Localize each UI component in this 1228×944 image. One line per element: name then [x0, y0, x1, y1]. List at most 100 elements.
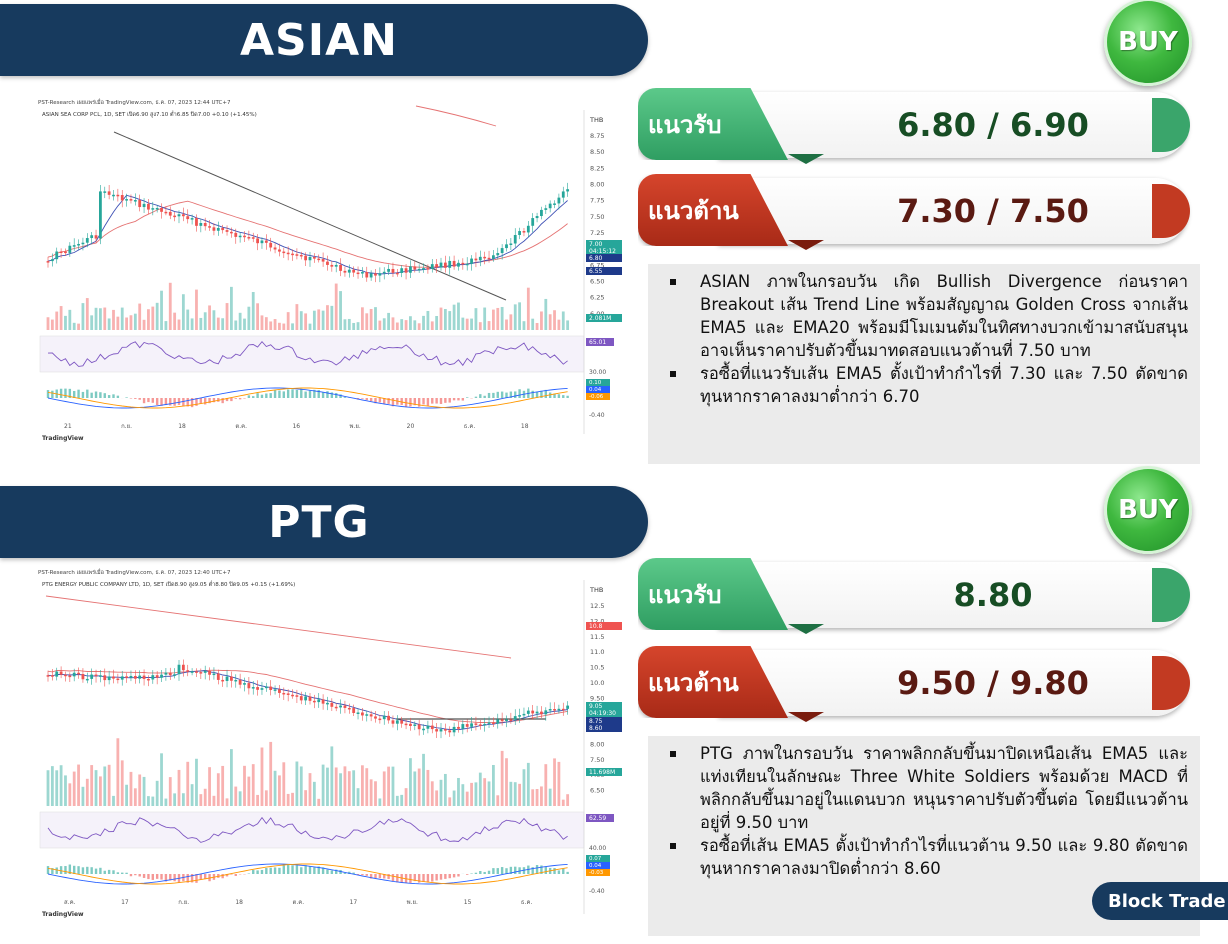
price-tick-label: 9.50	[590, 694, 604, 702]
candle-body	[382, 715, 386, 720]
volume-bar	[378, 320, 382, 330]
volume-bar	[409, 316, 412, 330]
rsi-low-label: 30.00	[589, 369, 606, 376]
candle-body	[68, 245, 72, 253]
candle-body	[321, 259, 325, 262]
macd-line	[47, 863, 568, 885]
candle-body	[500, 248, 504, 254]
candle-body	[120, 676, 124, 680]
volume-bar	[387, 312, 390, 330]
time-tick-label: 17	[121, 899, 129, 906]
volume-bar	[382, 318, 386, 330]
volume-bar	[505, 319, 508, 330]
volume-bar	[142, 776, 146, 806]
candle-body	[518, 715, 521, 717]
volume-bar	[208, 305, 211, 330]
macd-histogram-bar	[55, 867, 58, 874]
chart-legend: PTG ENERGY PUBLIC COMPANY LTD, 1D, SET เ…	[42, 580, 295, 588]
macd-histogram-bar	[46, 866, 50, 874]
macd-histogram-bar	[330, 392, 334, 398]
macd-histogram-bar	[417, 874, 421, 883]
candle-body	[291, 253, 294, 256]
buy-signal-badge: BUY	[1104, 0, 1192, 86]
volume-bar	[142, 319, 146, 330]
macd-histogram-bar	[391, 874, 395, 882]
macd-histogram-bar	[225, 874, 229, 877]
volume-bar	[160, 290, 163, 330]
candle-body	[430, 725, 434, 730]
volume-bar	[321, 310, 325, 330]
macd-histogram-bar	[457, 874, 460, 877]
volume-bar	[500, 306, 504, 330]
volume-bar	[317, 798, 321, 806]
time-tick-label: ก.ย.	[178, 899, 189, 906]
candle-body	[443, 262, 447, 268]
candle-body	[374, 716, 377, 719]
macd-histogram-bar	[413, 874, 416, 882]
macd-tag-bg	[586, 379, 610, 386]
candle-body	[77, 672, 80, 675]
resistance-tag: แนวต้าน	[638, 646, 788, 718]
candle-body	[317, 258, 321, 261]
macd-histogram-bar	[509, 391, 513, 398]
macd-histogram-bar	[138, 874, 141, 877]
volume-bar	[374, 781, 377, 806]
price-tag-text: 6.80	[589, 255, 603, 262]
candle-body	[343, 270, 347, 273]
macd-histogram-bar	[73, 865, 76, 874]
macd-histogram-bar	[90, 392, 93, 398]
candle-body	[478, 256, 482, 261]
volume-bar	[487, 781, 491, 806]
price-tag-text: 04:15:12	[589, 248, 616, 255]
candle-body	[474, 258, 478, 261]
volume-bar	[260, 315, 264, 330]
macd-histogram-bar	[221, 398, 224, 404]
candle-body	[230, 676, 233, 681]
volume-bar	[369, 779, 373, 806]
price-tag-text: 8.60	[589, 725, 603, 732]
candle-body	[72, 672, 76, 677]
volume-bar	[77, 764, 80, 806]
resistance-value-panel	[718, 650, 1190, 716]
volume-bar	[382, 771, 386, 806]
candle-body	[395, 720, 399, 724]
volume-bar	[116, 738, 120, 806]
volume-bar	[46, 317, 50, 330]
volume-bar	[478, 322, 482, 330]
macd-histogram-bar	[544, 389, 547, 398]
macd-histogram-bar	[361, 398, 364, 399]
price-chart[interactable]: PST-Research เผยแพร่เมื่อ TradingView.co…	[36, 96, 628, 456]
macd-histogram-bar	[422, 874, 425, 882]
macd-histogram-bar	[291, 865, 294, 874]
macd-histogram-bar	[94, 868, 98, 874]
macd-histogram-bar	[86, 866, 89, 874]
price-tag-bg	[586, 768, 622, 776]
candle-body	[59, 251, 63, 253]
volume-bar	[299, 766, 303, 806]
candle-body	[190, 671, 194, 673]
volume-bar	[356, 788, 360, 806]
volume-bar	[308, 323, 312, 330]
volume-bar	[317, 309, 321, 330]
volume-bar	[164, 321, 168, 330]
chart-header: PST-Research เผยแพร่เมื่อ TradingView.co…	[38, 98, 231, 106]
candle-body	[557, 197, 561, 204]
macd-histogram-bar	[195, 874, 198, 883]
price-chart[interactable]: PST-Research เผยแพร่เมื่อ TradingView.co…	[36, 566, 628, 936]
macd-value: 0.07	[589, 856, 602, 862]
volume-bar	[64, 775, 67, 806]
macd-histogram-bar	[147, 874, 150, 880]
price-tag-bg	[586, 267, 622, 275]
macd-histogram-bar	[278, 390, 281, 398]
volume-bar	[59, 306, 63, 330]
volume-bar	[138, 303, 142, 330]
volume-bar	[203, 312, 207, 330]
rsi-tag-bg	[586, 814, 614, 822]
volume-bar	[548, 788, 552, 806]
volume-bar	[326, 767, 329, 806]
macd-histogram-bar	[378, 398, 382, 403]
volume-bar	[413, 771, 417, 806]
price-tick-label: 8.75	[590, 132, 604, 140]
candle-body	[465, 724, 469, 727]
macd-histogram-bar	[252, 869, 255, 874]
